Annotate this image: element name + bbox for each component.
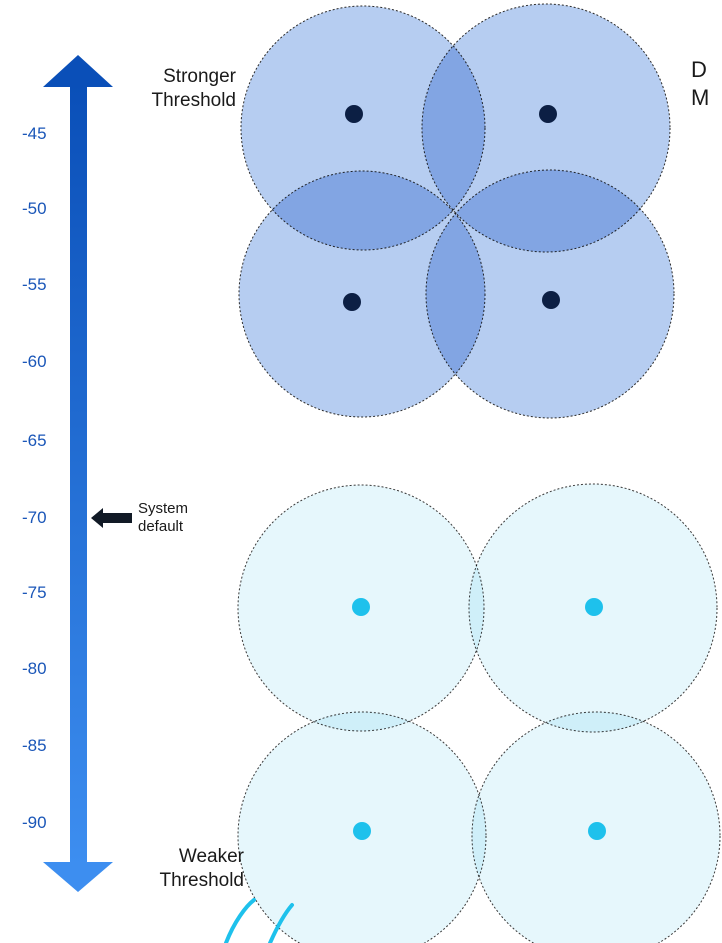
access-point-dot [345,105,363,123]
default-label-line: default [138,518,184,535]
scribble-decoration [224,898,294,943]
scale-tick-label: -45 [22,124,47,143]
scale-tick-label: -55 [22,275,47,294]
threshold-scale-arrow [43,55,113,892]
scale-tick-label: -60 [22,352,47,371]
truncated-line: D [691,57,707,82]
system-default-label: System default [138,500,218,536]
scale-tick-label: -75 [22,583,47,602]
truncated-line: M [691,85,710,110]
access-point-dot [539,105,557,123]
arrow-up-head [43,55,113,87]
weak-coverage-group [237,483,721,943]
access-point-dot [585,598,603,616]
scale-tick-label: -90 [22,813,47,832]
strong-coverage-group [238,3,675,419]
access-point-dot [343,293,361,311]
weaker-threshold-label: Weaker Threshold [110,845,245,893]
access-point-dot [542,291,560,309]
threshold-label-line: Threshold [151,90,237,111]
arrow-left-icon [91,508,132,528]
weaker-label-line: Weaker [178,846,244,867]
scale-tick-label: -80 [22,659,47,678]
threshold-label-line: Threshold [159,870,245,891]
scale-tick-label: -70 [22,508,47,527]
arrow-down-head [43,862,113,892]
access-point-dot [353,822,371,840]
access-point-dot [588,822,606,840]
truncated-right-text: D M [691,56,722,112]
stronger-threshold-label: Stronger Threshold [110,65,237,113]
scale-tick-label: -50 [22,199,47,218]
access-point-dot [352,598,370,616]
stronger-label-line: Stronger [163,66,236,87]
system-label-line: System [138,500,189,517]
arrow-shaft [70,84,87,866]
scale-tick-label: -65 [22,431,47,450]
scale-tick-label: -85 [22,736,47,755]
